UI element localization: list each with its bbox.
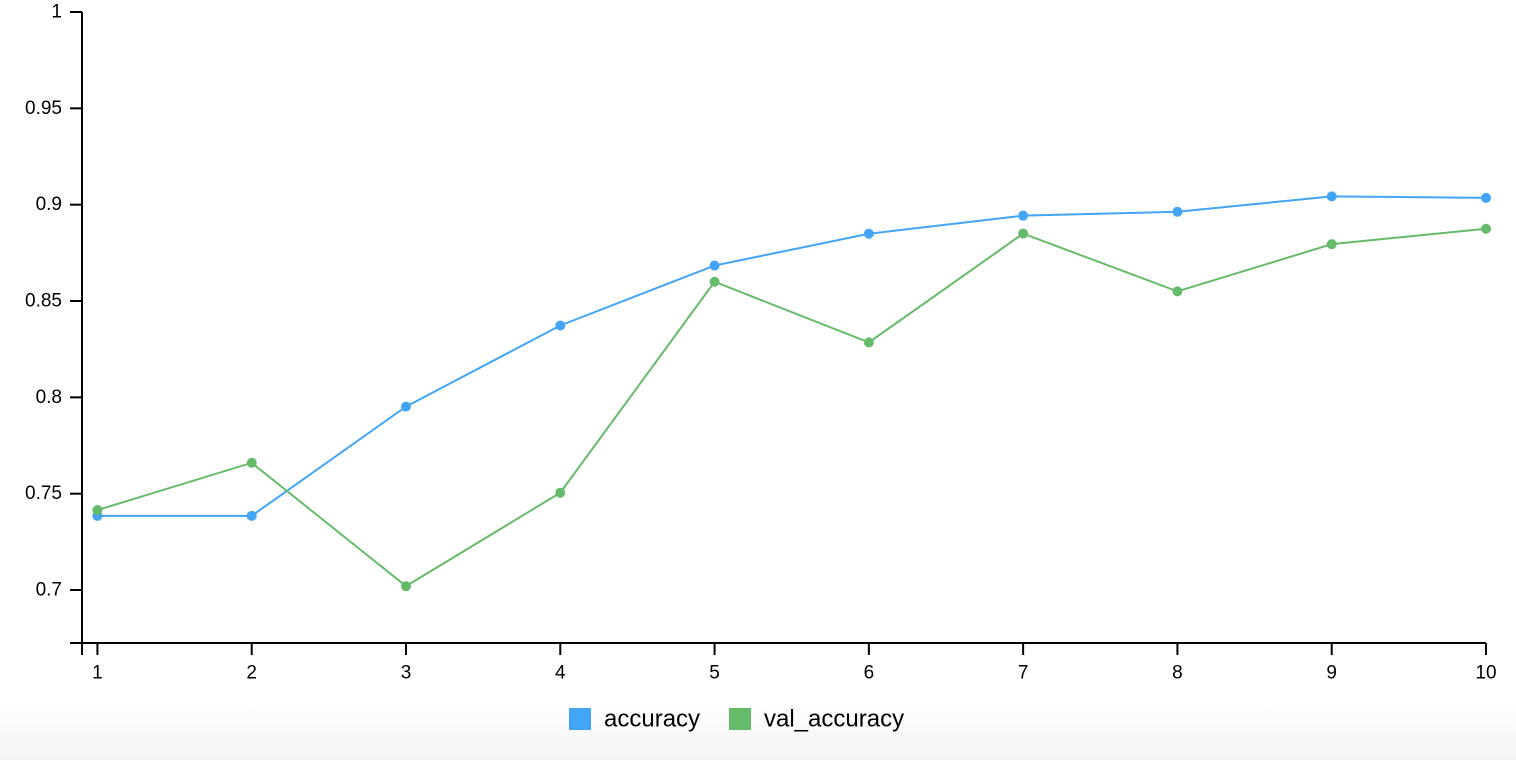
y-tick-label: 0.75	[25, 483, 62, 504]
data-point-val-accuracy[interactable]	[1172, 286, 1183, 297]
y-tick-label: 1	[51, 2, 62, 23]
legend-swatch	[569, 708, 591, 730]
x-tick-label: 4	[555, 663, 566, 684]
x-tick-label: 7	[1018, 663, 1029, 684]
data-point-accuracy[interactable]	[1326, 191, 1337, 202]
data-point-val-accuracy[interactable]	[246, 457, 257, 468]
data-point-accuracy[interactable]	[709, 260, 720, 271]
series-accuracy	[92, 191, 1491, 521]
legend-swatch	[729, 708, 751, 730]
data-point-accuracy[interactable]	[555, 320, 566, 331]
series-layer	[92, 191, 1491, 592]
legend-label: accuracy	[604, 706, 700, 733]
data-point-val-accuracy[interactable]	[709, 276, 720, 287]
x-tick-label: 9	[1326, 663, 1337, 684]
y-tick-label: 0.9	[36, 194, 62, 215]
bottom-strip	[0, 700, 1516, 760]
data-point-val-accuracy[interactable]	[1326, 239, 1337, 250]
data-point-accuracy[interactable]	[1481, 192, 1491, 203]
x-tick-label: 5	[709, 663, 720, 684]
x-tick-label: 8	[1172, 663, 1183, 684]
x-tick-label: 10	[1475, 663, 1496, 684]
data-point-val-accuracy[interactable]	[401, 581, 411, 592]
data-point-accuracy[interactable]	[246, 510, 257, 521]
data-point-val-accuracy[interactable]	[863, 337, 874, 348]
data-point-accuracy[interactable]	[1172, 206, 1183, 217]
series-line-accuracy	[97, 195, 1487, 517]
data-point-accuracy[interactable]	[1018, 210, 1029, 221]
y-axis: 0.7 0.75 0.8 0.85 0.9 0.95 1	[25, 2, 83, 644]
legend-label: val_accuracy	[764, 706, 904, 733]
data-point-val-accuracy[interactable]	[1481, 223, 1491, 234]
y-tick-label: 0.8	[36, 387, 62, 408]
x-tick-label: 2	[246, 663, 257, 684]
x-axis: 1 2 3 4 5 6 7 8 9 10	[81, 642, 1497, 684]
data-point-val-accuracy[interactable]	[92, 505, 103, 516]
legend-item-val-accuracy[interactable]: val_accuracy	[729, 706, 904, 733]
x-tick-label: 1	[92, 663, 103, 684]
x-tick-label: 3	[401, 663, 412, 684]
y-tick-label: 0.7	[36, 580, 62, 601]
legend-item-accuracy[interactable]: accuracy	[569, 706, 700, 733]
y-tick-label: 0.85	[25, 291, 62, 312]
data-point-accuracy[interactable]	[401, 401, 411, 412]
series-line-val-accuracy	[97, 227, 1487, 588]
data-point-val-accuracy[interactable]	[555, 487, 566, 498]
series-val-accuracy	[92, 223, 1491, 592]
legend[interactable]: accuracy val_accuracy	[569, 706, 904, 733]
y-tick-label: 0.95	[25, 98, 62, 119]
data-point-val-accuracy[interactable]	[1018, 228, 1029, 239]
x-tick-label: 6	[864, 663, 875, 684]
data-point-accuracy[interactable]	[863, 228, 874, 239]
